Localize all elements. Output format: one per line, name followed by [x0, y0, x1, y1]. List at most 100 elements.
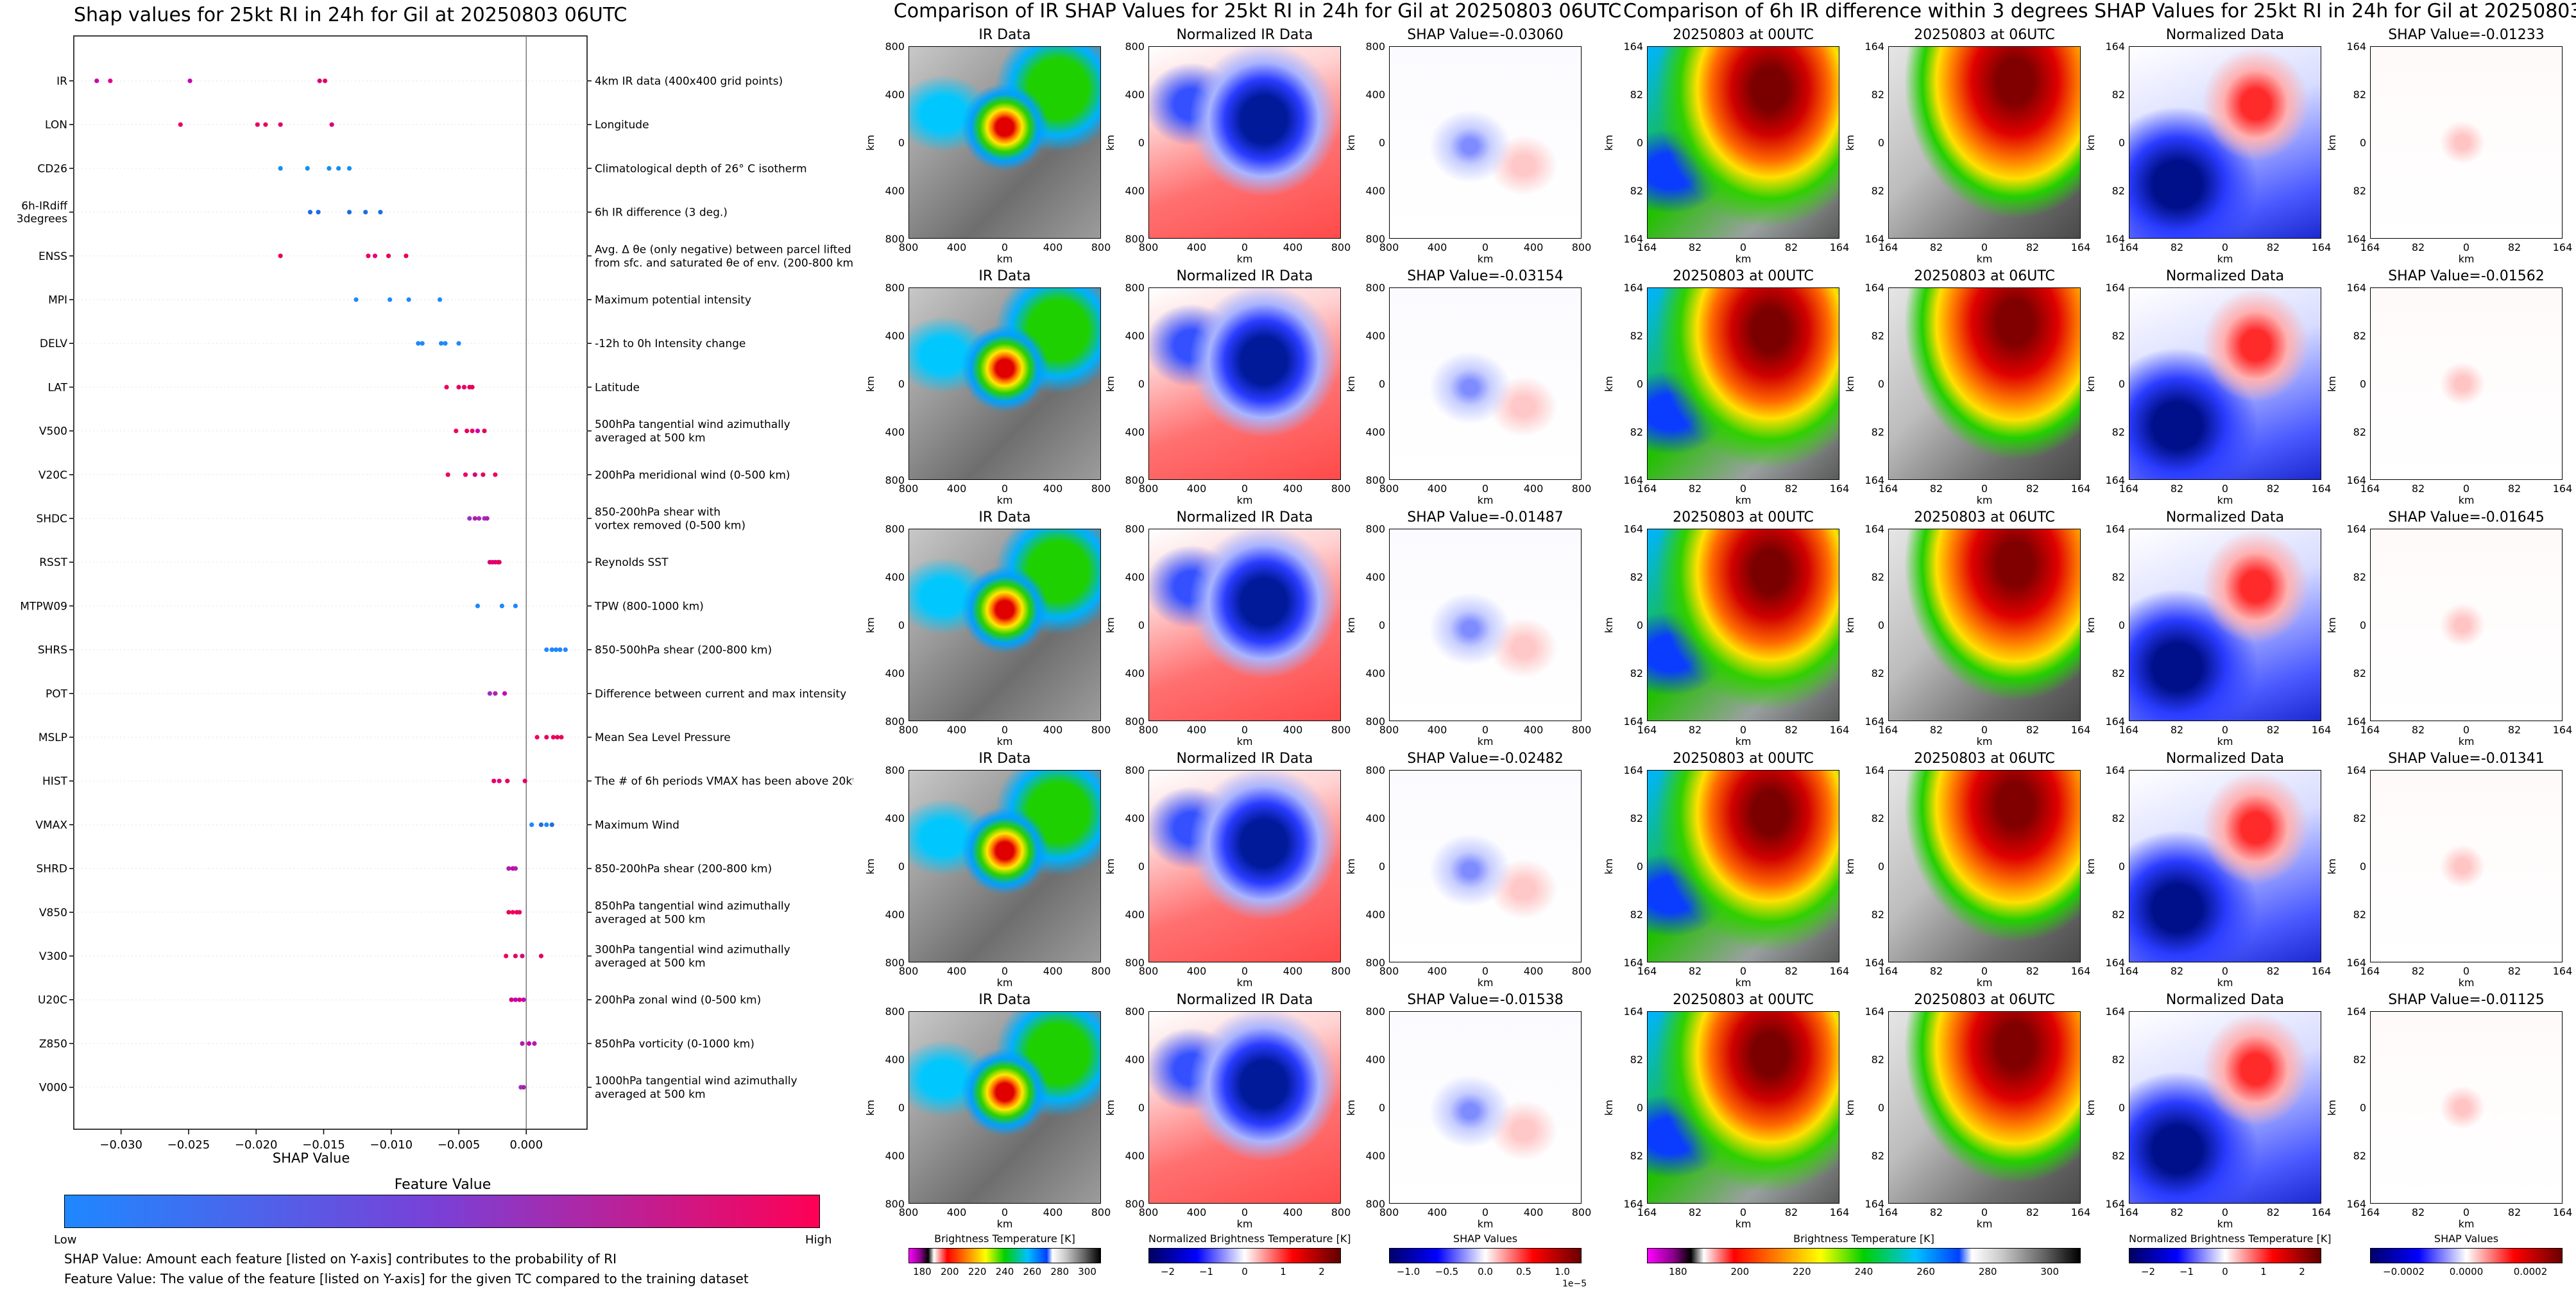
shap-point	[444, 384, 449, 390]
shap-point	[467, 516, 472, 521]
x-tick-label: 0	[1481, 965, 1489, 977]
y-tick-label: 0	[1378, 1102, 1385, 1114]
x-tick-label: 400	[1427, 1206, 1447, 1218]
irdiff-06utc-panel-title: 20250803 at 06UTC	[1914, 27, 2055, 43]
x-axis-label: km	[1477, 494, 1494, 506]
y-tick-label: 800	[1365, 957, 1385, 969]
y-tick-label: 800	[1125, 40, 1145, 53]
y-tick-label: 400	[1365, 571, 1385, 583]
y-tick-label: 0	[898, 1102, 905, 1114]
y-tick-label: 800	[1125, 1198, 1145, 1210]
feature-description: Difference between current and max inten…	[595, 688, 846, 701]
x-axis-label: km	[1976, 253, 1993, 265]
feature-description: 1000hPa tangential wind azimuthally	[595, 1075, 798, 1088]
irdiff-shap-colorbar-tick: 0.0000	[2449, 1266, 2484, 1277]
x-tick-label: 800	[1138, 241, 1159, 253]
x-axis-label: km	[1477, 735, 1494, 747]
x-tick-label: 82	[2026, 241, 2040, 253]
shap-point	[263, 122, 268, 127]
irdiff-shap-panel-title: SHAP Value=-0.01341	[2388, 751, 2545, 767]
shap-point	[563, 647, 568, 653]
ir-brightness-colorbar-label: Brightness Temperature [K]	[934, 1233, 1075, 1245]
feature-label: CD26	[37, 162, 67, 175]
feature-description: Climatological depth of 26° C isotherm	[595, 162, 807, 175]
x-tick-label: 0	[2462, 241, 2470, 253]
y-tick-label: 82	[1871, 426, 1884, 438]
y-tick-label: 82	[2111, 571, 2125, 583]
y-axis-label: km	[1602, 1100, 1615, 1116]
ir-data-panel-image	[908, 287, 1101, 480]
feature-label: V850	[39, 907, 67, 919]
ir-data-panel-title: IR Data	[978, 751, 1031, 767]
y-tick-label: 164	[1864, 1198, 1884, 1210]
y-axis-label: km	[1843, 617, 1856, 633]
y-tick-label: 800	[1365, 40, 1385, 53]
ir-data-panel-title: IR Data	[978, 509, 1031, 525]
irdiff-shap-panel-image	[2370, 529, 2563, 721]
x-tick-label: 0	[2221, 965, 2229, 977]
irdiff-shap-panel-title: SHAP Value=-0.01645	[2388, 509, 2545, 525]
x-tick-label: 400	[1186, 724, 1207, 736]
y-tick-label: 164	[2105, 1005, 2125, 1018]
y-tick-label: 800	[1125, 474, 1145, 486]
x-tick-label: 82	[2411, 241, 2425, 253]
y-tick-label: 400	[885, 89, 905, 101]
x-tick-label: 800	[1331, 724, 1351, 736]
y-tick-label: 800	[1125, 282, 1145, 294]
shap-point	[472, 472, 477, 477]
y-axis-label: km	[1344, 858, 1357, 875]
x-tick-label: 800	[898, 724, 919, 736]
feature-description: 850-200hPa shear (200-800 km)	[595, 863, 772, 876]
irdiff-shap-colorbar-label: SHAP Values	[2434, 1233, 2499, 1245]
y-tick-label: 82	[1871, 1054, 1884, 1066]
shap-point	[517, 997, 522, 1002]
x-axis-label: km	[1735, 977, 1752, 989]
x-tick-label: 82	[1688, 965, 1702, 977]
x-tick-label: 164	[1637, 241, 1657, 253]
x-tick-label: 400	[946, 965, 967, 977]
y-tick-label: 82	[1630, 426, 1643, 438]
feature-label: MSLP	[38, 731, 67, 744]
x-axis-label: km	[1236, 253, 1253, 265]
y-axis-label: km	[2325, 617, 2338, 633]
shap-point	[520, 1041, 525, 1046]
x-tick-label: 800	[1091, 965, 1111, 977]
y-tick-label: 164	[1623, 715, 1643, 728]
y-tick-label: 82	[1630, 89, 1643, 101]
y-tick-label: 800	[1365, 1198, 1385, 1210]
feature-description: averaged at 500 km	[595, 957, 706, 970]
shap-point	[456, 384, 461, 390]
normalized-ir-panel-title: Normalized IR Data	[1176, 751, 1313, 767]
shap-point	[550, 735, 556, 740]
y-tick-label: 164	[1864, 1005, 1884, 1018]
shap-point	[509, 997, 514, 1002]
shap-point	[555, 735, 560, 740]
irdiff-00utc-panel-title: 20250803 at 00UTC	[1673, 268, 1814, 284]
y-tick-label: 164	[2105, 282, 2125, 294]
irdiff-00utc-panel-title: 20250803 at 00UTC	[1673, 751, 1814, 767]
y-tick-label: 0	[898, 378, 905, 390]
y-axis-label: km	[1843, 135, 1856, 151]
shap-point	[317, 78, 322, 83]
x-tick-label: 82	[1929, 241, 1943, 253]
y-tick-label: 164	[1623, 957, 1643, 969]
y-tick-label: 0	[2118, 1102, 2125, 1114]
feature-description: 850-500hPa shear (200-800 km)	[595, 644, 772, 657]
y-tick-label: 82	[2353, 426, 2366, 438]
y-axis-label: km	[864, 617, 876, 633]
x-tick-label: 400	[1043, 724, 1063, 736]
y-axis-label: km	[2084, 858, 2097, 875]
irdiff-normalized-panel-image	[2129, 770, 2321, 962]
x-tick-label: 400	[1186, 482, 1207, 495]
irdiff-shap-panel-image	[2370, 770, 2563, 962]
x-axis-label: km	[2458, 735, 2475, 747]
feature-description: Maximum Wind	[595, 819, 679, 832]
irdiff-shap-colorbar-tick: −0.0002	[2383, 1266, 2425, 1277]
feature-label: ENSS	[38, 250, 67, 263]
feature-description: 6h IR difference (3 deg.)	[595, 207, 728, 219]
x-tick-label: 164	[1829, 1206, 1850, 1218]
x-tick-label: 82	[2507, 724, 2521, 736]
shap-point	[386, 253, 391, 259]
x-tick-label: 400	[1043, 482, 1063, 495]
y-tick-label: 800	[1125, 715, 1145, 728]
